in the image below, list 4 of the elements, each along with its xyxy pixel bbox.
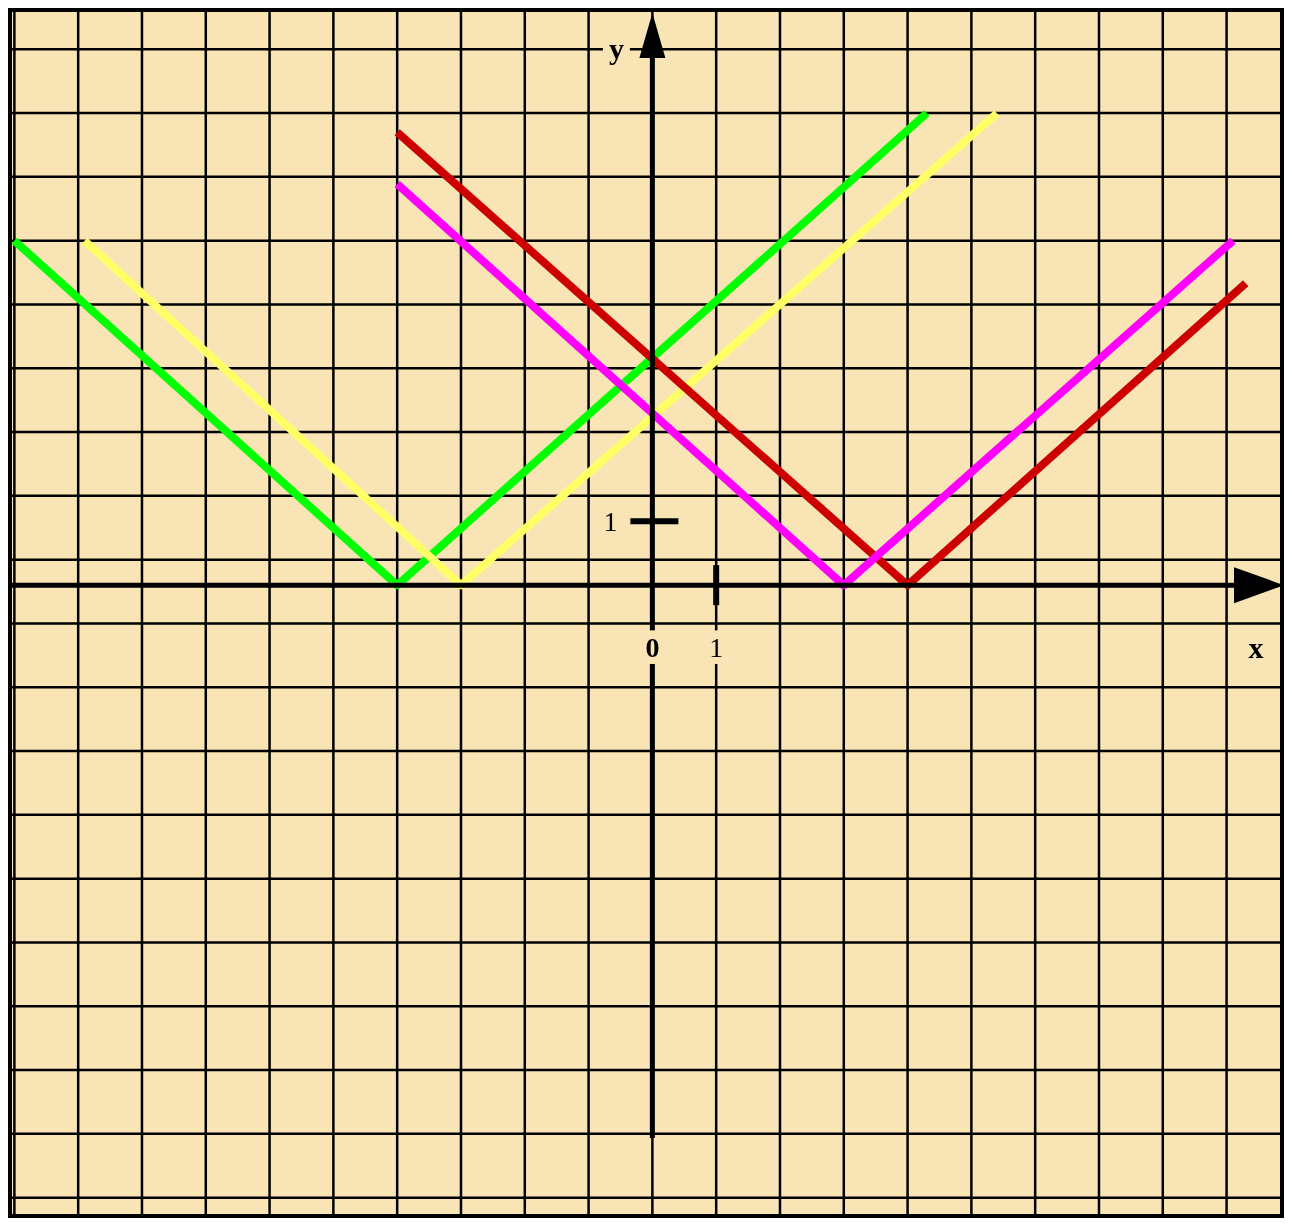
x-axis-title: x	[1248, 630, 1264, 664]
annotation: 1	[603, 505, 618, 537]
y-axis-title: y	[608, 31, 624, 65]
x-tick-label: 0	[645, 631, 660, 663]
